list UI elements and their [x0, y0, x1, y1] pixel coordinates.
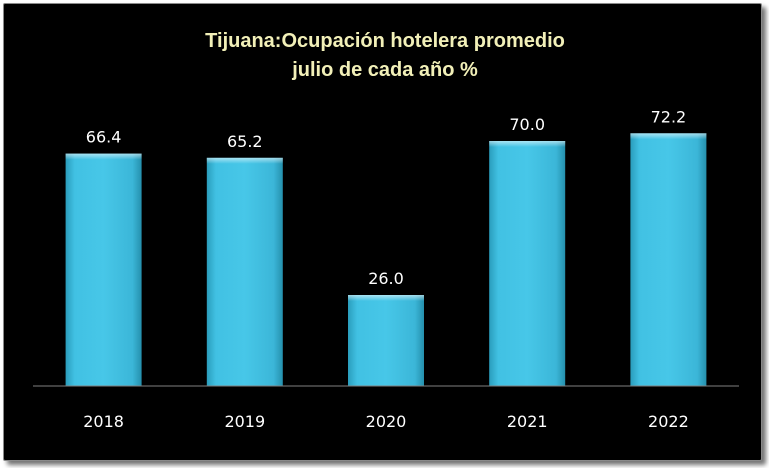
- bar-highlight: [348, 295, 424, 301]
- bar-2021: [489, 141, 566, 386]
- bar-rect: [65, 153, 142, 386]
- bar-highlight: [630, 133, 707, 140]
- x-tick-2018: 2018: [83, 412, 124, 431]
- value-label-2020: 26.0: [368, 269, 404, 288]
- bar-rect: [630, 133, 707, 386]
- bar-2020: [348, 295, 424, 386]
- value-label-2018: 66.4: [86, 128, 122, 147]
- x-axis-ticks: 2018 2019 2020 2021 2022: [83, 412, 689, 431]
- bar-highlight: [65, 153, 142, 160]
- bar-2022: [630, 133, 707, 386]
- bar-highlight: [489, 141, 566, 147]
- bar-rect: [206, 157, 283, 386]
- bar-rect: [348, 295, 424, 386]
- bar-rect: [489, 141, 566, 386]
- x-tick-2022: 2022: [648, 412, 689, 431]
- chart-title-line2: julio de cada año %: [291, 59, 478, 81]
- chart-title-line1: Tijuana:Ocupación hotelera promedio: [205, 30, 565, 52]
- x-tick-2019: 2019: [224, 412, 265, 431]
- bar-series: 66.4 65.2 26.0 70.0 72.2: [65, 107, 707, 386]
- value-label-2022: 72.2: [651, 107, 687, 126]
- x-tick-2021: 2021: [507, 412, 548, 431]
- value-label-2019: 65.2: [227, 132, 263, 151]
- bar-highlight: [206, 157, 283, 164]
- bar-2018: [65, 153, 142, 386]
- bar-2019: [206, 157, 283, 386]
- value-label-2021: 70.0: [509, 115, 545, 134]
- x-tick-2020: 2020: [366, 412, 407, 431]
